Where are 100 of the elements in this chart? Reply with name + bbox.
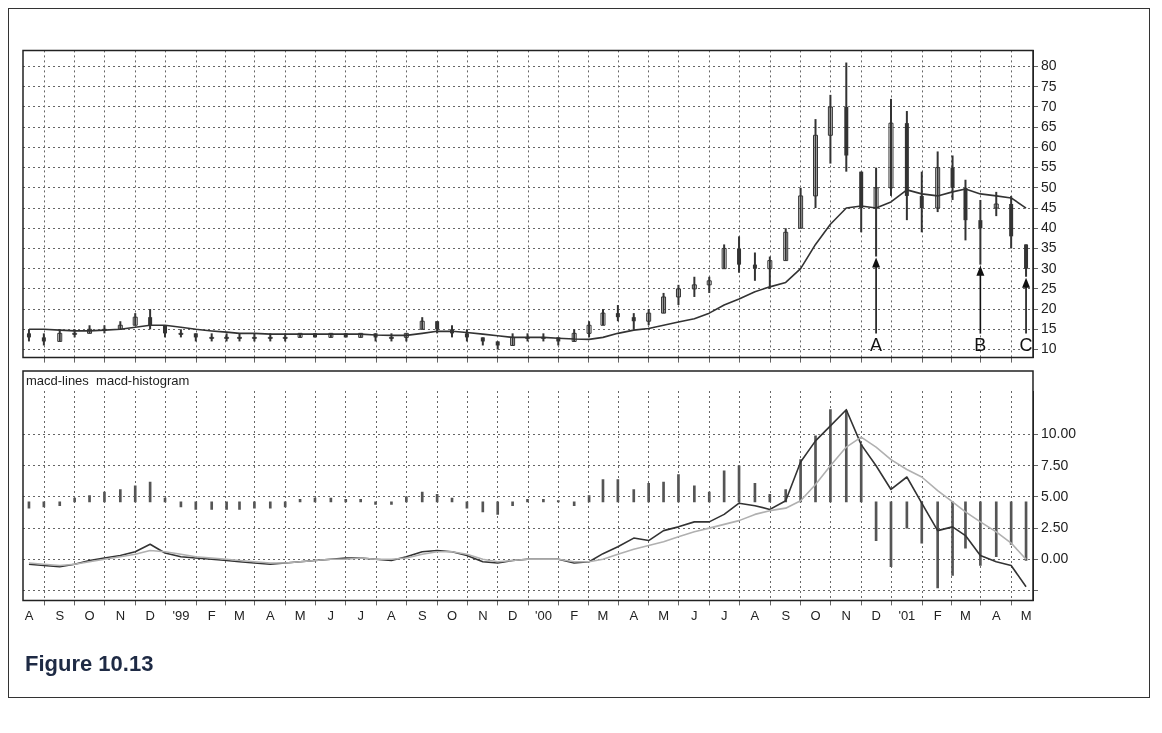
caption: Figure 10.13 — [25, 651, 155, 677]
x-tick-label: O — [84, 607, 95, 623]
bar — [511, 501, 514, 506]
x-tick-label: '01 — [898, 607, 916, 623]
x-tick-label: M — [1020, 607, 1032, 623]
x-tick-label: A — [629, 607, 639, 623]
y-tick-label: 35 — [1041, 239, 1057, 256]
candlestick — [419, 316, 425, 331]
bar — [481, 501, 485, 513]
candlestick — [752, 251, 757, 282]
bar — [344, 499, 348, 503]
candlestick — [827, 93, 833, 165]
bar — [707, 491, 711, 503]
y-tick-label: 60 — [1041, 138, 1057, 155]
x-tick-label: J — [357, 607, 364, 623]
bar — [920, 501, 924, 544]
bar — [677, 474, 680, 503]
x-tick-label: S — [55, 607, 65, 623]
bar — [979, 501, 982, 566]
x-tick-label: J — [327, 607, 335, 623]
annotation: A — [870, 334, 883, 355]
bar — [268, 501, 272, 509]
bar — [994, 501, 998, 558]
candlestick — [888, 97, 894, 197]
x-tick-label: M — [960, 607, 971, 623]
bar — [210, 501, 214, 510]
x-tick-label: F — [207, 607, 216, 623]
bar — [814, 435, 817, 503]
x-tick-label: D — [507, 607, 518, 623]
y-tick-label: 45 — [1041, 198, 1057, 215]
candlestick — [675, 283, 681, 307]
x-tick-label: F — [570, 607, 579, 623]
x-tick-label: F — [933, 607, 942, 623]
bar — [194, 501, 198, 510]
bar — [103, 491, 106, 503]
y-tick-label: 65 — [1041, 118, 1057, 135]
bar — [390, 501, 393, 505]
bar — [496, 501, 500, 515]
bar — [768, 494, 772, 503]
y-tick-label: 5.00 — [1041, 487, 1069, 504]
y-tick-label: 50 — [1041, 178, 1057, 195]
y-tick-label: 30 — [1041, 259, 1057, 276]
x-tick-label: A — [24, 607, 34, 623]
y-tick-label: 75 — [1041, 77, 1057, 94]
x-tick-label: '00 — [534, 607, 552, 623]
x-tick-label: M — [234, 607, 245, 623]
x-tick-label: M — [294, 607, 306, 623]
bar — [374, 501, 377, 505]
candlestick — [691, 275, 697, 298]
bar — [283, 501, 287, 508]
x-tick-label: D — [871, 607, 881, 623]
x-tick-label: A — [991, 607, 1001, 623]
x-tick-label: '99 — [172, 607, 190, 623]
x-tick-label: N — [478, 607, 488, 623]
y-tick-label: 40 — [1041, 219, 1057, 236]
bar — [693, 485, 696, 503]
bar — [572, 501, 576, 506]
x-tick-label: A — [750, 607, 760, 623]
bar — [58, 501, 62, 506]
y-tick-label: 25 — [1041, 279, 1057, 296]
y-tick-label: 7.50 — [1041, 456, 1069, 473]
y-tick-label: 2.50 — [1041, 518, 1069, 535]
candlestick — [813, 118, 819, 210]
y-tick-label: 20 — [1041, 299, 1057, 316]
x-tick-label: J — [691, 607, 698, 623]
bar — [526, 499, 529, 503]
x-tick-label: O — [446, 607, 458, 623]
bar — [951, 501, 954, 576]
bar — [420, 491, 424, 503]
annotation: C — [1019, 334, 1033, 355]
bar — [405, 496, 408, 503]
bar — [662, 481, 665, 503]
bar — [632, 489, 636, 503]
candlestick — [148, 308, 153, 331]
bar — [647, 482, 650, 503]
x-tick-label: D — [145, 607, 155, 623]
y-tick-label: 0.00 — [1041, 550, 1069, 567]
bar — [88, 495, 91, 503]
candlestick — [721, 243, 727, 270]
bar — [936, 501, 939, 589]
candlestick — [783, 227, 789, 262]
bar — [73, 497, 76, 503]
bar — [225, 501, 228, 510]
x-tick-label: A — [387, 607, 397, 623]
chart-title: macd-lines macd-histogram — [26, 372, 190, 388]
candlestick — [737, 235, 742, 274]
x-tick-label: S — [417, 607, 427, 623]
y-tick-label: 10 — [1041, 340, 1057, 357]
bar — [844, 410, 848, 503]
x-tick-label: M — [597, 607, 609, 623]
candlestick — [661, 291, 667, 315]
bar — [238, 501, 241, 510]
x-tick-label: N — [841, 607, 851, 623]
y-tick-label: 10.00 — [1041, 425, 1077, 442]
bar — [859, 444, 863, 503]
x-tick-label: M — [658, 607, 669, 623]
bar — [542, 499, 545, 503]
x-tick-label: A — [265, 607, 275, 623]
y-tick-label: 70 — [1041, 97, 1057, 114]
bar — [829, 409, 832, 503]
